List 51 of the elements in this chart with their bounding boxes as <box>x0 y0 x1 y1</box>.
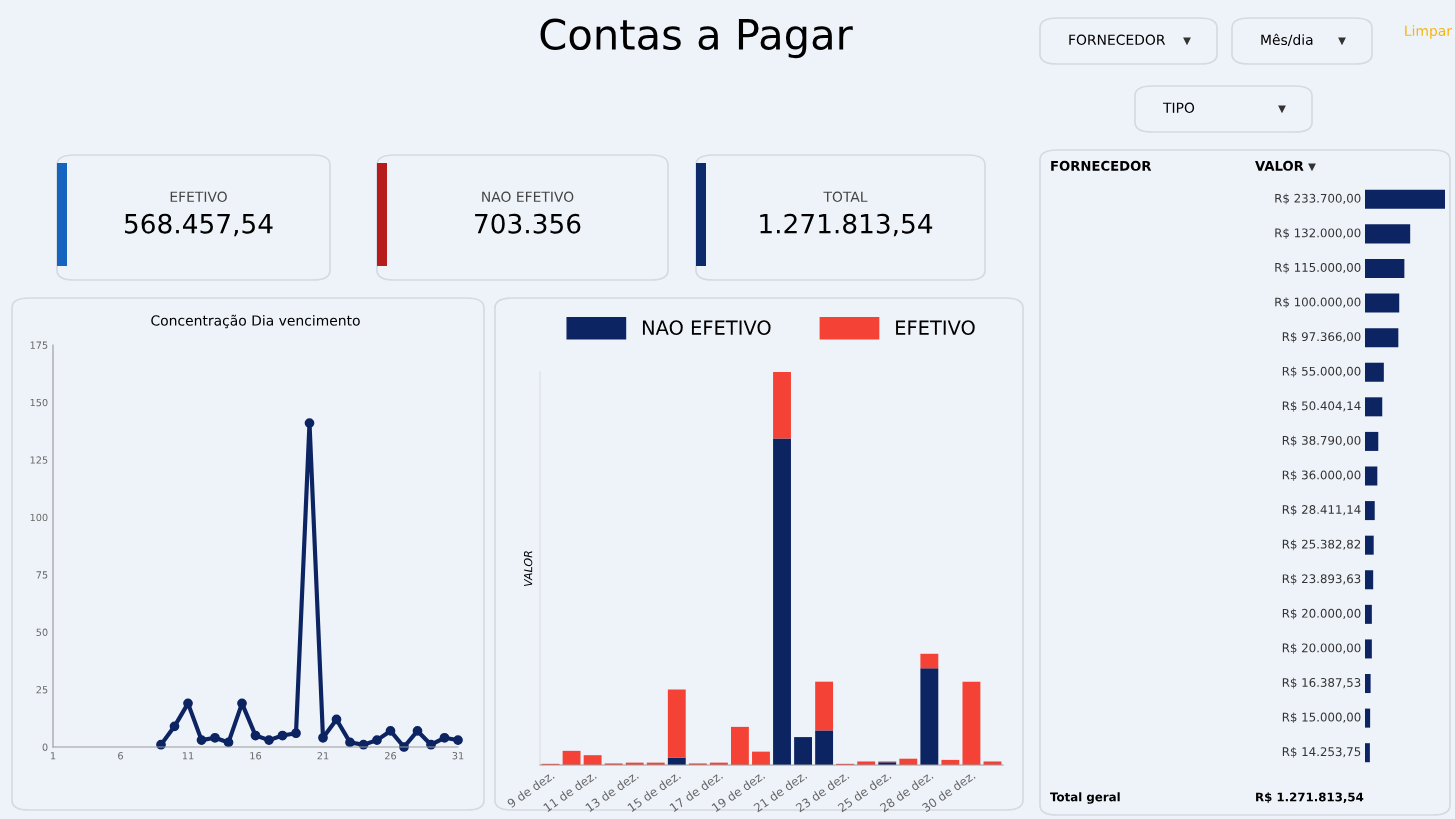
y-tick-label: 0 <box>42 743 48 751</box>
text: Contas a Pagar <box>540 18 853 59</box>
data-label: R$ 20.000,00 <box>1282 643 1361 654</box>
data-label: R$ 132.000,00 <box>1275 228 1361 239</box>
text: EFETIVO <box>170 191 227 203</box>
chart-title: Concentração Dia vencimento <box>151 314 360 329</box>
data-label: R$ 20.000,00 <box>1282 608 1361 620</box>
x-tick-label: 31 <box>452 752 464 760</box>
x-tick-label: 6 <box>118 752 123 760</box>
text: VALOR <box>1255 160 1304 171</box>
legend-label: NAO EFETIVO <box>642 320 771 335</box>
data-label: R$ 100.000,00 <box>1275 297 1361 309</box>
data-label: R$ 25.382,82 <box>1282 539 1361 551</box>
legend-label: EFETIVO <box>896 320 975 335</box>
text: 568.457,54 <box>124 213 273 237</box>
y-tick-label: 150 <box>30 398 48 407</box>
y-axis-title: VALOR <box>523 551 533 587</box>
data-label: R$ 233.700,00 <box>1275 193 1361 205</box>
text: TIPO <box>1162 102 1195 114</box>
data-label: R$ 36.000,00 <box>1282 470 1361 481</box>
text: Mês/dia <box>1261 33 1313 47</box>
x-tick-label: 1 <box>50 752 56 760</box>
x-tick-label: 16 <box>250 752 262 760</box>
y-tick-label: 125 <box>30 456 48 464</box>
data-label: R$ 28.411,14 <box>1282 504 1361 516</box>
x-tick-label: 21 <box>317 752 329 760</box>
data-label: R$ 23.893,63 <box>1282 574 1361 585</box>
text: FORNECEDOR <box>1069 34 1166 46</box>
text: 1.271.813,54 <box>760 213 933 237</box>
data-label: R$ 16.387,53 <box>1282 677 1361 689</box>
text: R$ 1.271.813,54 <box>1256 792 1364 803</box>
data-label: R$ 97.366,00 <box>1282 331 1361 343</box>
data-label: R$ 50.404,14 <box>1282 401 1361 412</box>
y-tick-label: 50 <box>36 628 48 636</box>
data-label: R$ 14.253,75 <box>1282 746 1361 758</box>
text: FORNECEDOR <box>1051 160 1152 171</box>
y-tick-label: 25 <box>36 686 48 694</box>
x-tick-label: 11 <box>182 752 194 760</box>
x-tick-label: 26 <box>385 752 397 760</box>
data-label: R$ 38.790,00 <box>1282 435 1361 447</box>
data-label: R$ 115.000,00 <box>1275 262 1361 274</box>
text: Total geral <box>1050 792 1120 804</box>
data-label: R$ 15.000,00 <box>1282 712 1361 724</box>
text: 703.356 <box>475 213 581 234</box>
y-tick-label: 75 <box>36 571 48 579</box>
text: Limpar <box>1405 25 1452 39</box>
y-tick-label: 175 <box>30 341 48 349</box>
text: NAO EFETIVO <box>482 191 574 203</box>
text: TOTAL <box>823 191 868 203</box>
data-label: R$ 55.000,00 <box>1282 366 1361 378</box>
y-tick-label: 100 <box>30 513 48 522</box>
